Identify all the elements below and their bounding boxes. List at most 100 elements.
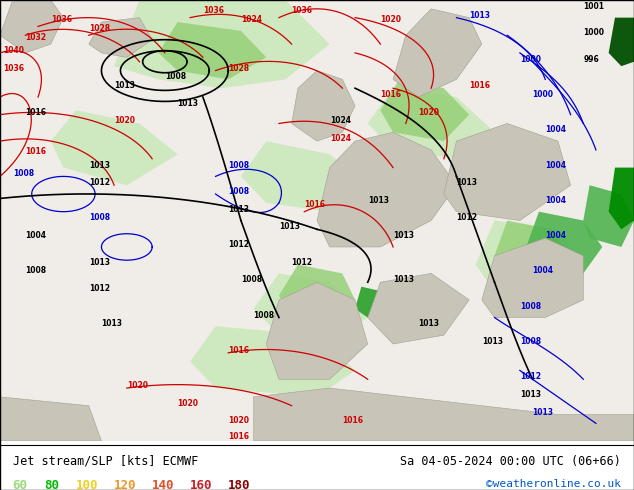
Polygon shape	[482, 238, 583, 318]
Text: 160: 160	[190, 479, 212, 490]
Text: 1013: 1013	[393, 275, 414, 284]
Text: 140: 140	[152, 479, 174, 490]
Polygon shape	[158, 22, 266, 79]
Text: 1013: 1013	[228, 205, 249, 214]
Text: 1008: 1008	[254, 311, 275, 319]
Text: 1004: 1004	[545, 125, 566, 134]
Text: 1016: 1016	[469, 81, 490, 90]
Text: 1020: 1020	[114, 117, 135, 125]
Text: 60: 60	[13, 479, 28, 490]
Text: 1013: 1013	[520, 390, 541, 399]
Polygon shape	[609, 168, 634, 229]
Text: 1008: 1008	[13, 170, 34, 178]
Text: 1016: 1016	[228, 346, 249, 355]
Polygon shape	[254, 273, 368, 344]
Text: 1013: 1013	[89, 258, 110, 267]
Polygon shape	[114, 0, 330, 88]
Polygon shape	[526, 212, 602, 273]
Polygon shape	[0, 397, 101, 441]
Text: 1020: 1020	[127, 381, 148, 390]
Text: 1000: 1000	[520, 55, 541, 64]
Text: 1024: 1024	[330, 117, 351, 125]
Text: 1008: 1008	[165, 73, 186, 81]
Text: 1008: 1008	[25, 267, 46, 275]
Text: 1008: 1008	[228, 161, 249, 170]
Polygon shape	[393, 9, 482, 97]
Text: 1013: 1013	[482, 337, 503, 346]
Text: 1020: 1020	[178, 399, 198, 408]
Polygon shape	[241, 141, 368, 212]
Text: 1012: 1012	[456, 214, 477, 222]
Polygon shape	[0, 0, 63, 53]
Polygon shape	[292, 71, 355, 141]
Polygon shape	[190, 326, 355, 397]
Text: 1016: 1016	[25, 147, 46, 156]
Text: 80: 80	[44, 479, 60, 490]
Polygon shape	[583, 185, 634, 247]
Polygon shape	[380, 79, 469, 141]
Text: 1028: 1028	[89, 24, 110, 33]
Polygon shape	[317, 132, 456, 247]
Text: ©weatheronline.co.uk: ©weatheronline.co.uk	[486, 479, 621, 489]
Text: 1008: 1008	[520, 337, 541, 346]
Text: 1004: 1004	[25, 231, 46, 240]
Text: 180: 180	[228, 479, 250, 490]
Text: 1013: 1013	[368, 196, 389, 205]
Polygon shape	[355, 287, 387, 322]
Text: 1013: 1013	[469, 11, 490, 20]
Polygon shape	[89, 18, 152, 57]
Text: 1020: 1020	[380, 15, 401, 24]
Text: 1004: 1004	[545, 161, 566, 170]
Text: 1032: 1032	[25, 33, 46, 42]
Text: 1016: 1016	[342, 416, 363, 425]
Polygon shape	[51, 110, 178, 185]
Polygon shape	[476, 220, 583, 300]
Text: 1020: 1020	[418, 108, 439, 117]
Text: 1013: 1013	[89, 161, 110, 170]
Text: 1004: 1004	[533, 267, 553, 275]
Text: 1012: 1012	[89, 178, 110, 187]
Text: 1016: 1016	[228, 432, 249, 441]
Text: 1008: 1008	[520, 302, 541, 311]
Text: 1013: 1013	[114, 81, 135, 90]
Text: 1036: 1036	[51, 15, 72, 24]
Text: 1008: 1008	[241, 275, 262, 284]
Polygon shape	[368, 273, 469, 344]
Text: 1016: 1016	[380, 90, 401, 99]
Text: 1012: 1012	[292, 258, 313, 267]
Polygon shape	[444, 123, 571, 220]
Polygon shape	[609, 18, 634, 66]
Text: 1013: 1013	[178, 99, 198, 108]
Text: 996: 996	[583, 55, 599, 64]
Text: 1013: 1013	[533, 408, 553, 416]
Text: 120: 120	[114, 479, 136, 490]
Text: 1004: 1004	[545, 196, 566, 205]
Text: 1000: 1000	[533, 90, 553, 99]
Text: Sa 04-05-2024 00:00 UTC (06+66): Sa 04-05-2024 00:00 UTC (06+66)	[401, 455, 621, 468]
Text: 1036: 1036	[3, 64, 24, 73]
Text: 1024: 1024	[241, 15, 262, 24]
Text: 1013: 1013	[279, 222, 300, 231]
Polygon shape	[266, 282, 368, 379]
Polygon shape	[254, 388, 634, 441]
Text: 1008: 1008	[228, 187, 249, 196]
Text: 1012: 1012	[520, 372, 541, 381]
Text: 1020: 1020	[228, 416, 249, 425]
Text: 1016: 1016	[25, 108, 46, 117]
Text: 1013: 1013	[101, 319, 122, 328]
Polygon shape	[495, 220, 571, 282]
Text: Jet stream/SLP [kts] ECMWF: Jet stream/SLP [kts] ECMWF	[13, 455, 198, 468]
Text: 1008: 1008	[89, 214, 110, 222]
Text: 1013: 1013	[393, 231, 414, 240]
Text: 1036: 1036	[203, 6, 224, 15]
Text: 1016: 1016	[304, 200, 325, 209]
Text: 1013: 1013	[418, 319, 439, 328]
Polygon shape	[368, 88, 495, 159]
Text: 1004: 1004	[545, 231, 566, 240]
Text: 1012: 1012	[228, 240, 249, 249]
Text: 1024: 1024	[330, 134, 351, 143]
Text: 1040: 1040	[3, 46, 24, 55]
Text: 1000: 1000	[583, 28, 604, 37]
Polygon shape	[279, 265, 355, 326]
Text: 1013: 1013	[456, 178, 477, 187]
